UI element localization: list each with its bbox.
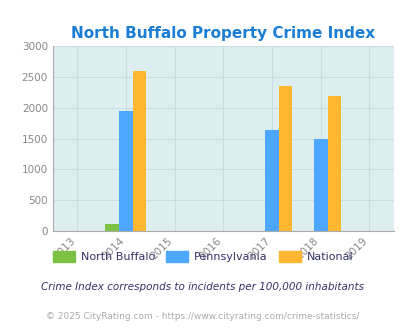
Bar xyxy=(264,130,278,231)
Title: North Buffalo Property Crime Index: North Buffalo Property Crime Index xyxy=(71,26,375,41)
Bar xyxy=(278,85,292,231)
Bar xyxy=(132,71,146,231)
Text: Crime Index corresponds to incidents per 100,000 inhabitants: Crime Index corresponds to incidents per… xyxy=(41,282,364,292)
Legend: North Buffalo, Pennsylvania, National: North Buffalo, Pennsylvania, National xyxy=(49,247,356,266)
Bar xyxy=(313,139,327,231)
Bar xyxy=(119,111,132,231)
Bar xyxy=(105,224,119,231)
Text: © 2025 CityRating.com - https://www.cityrating.com/crime-statistics/: © 2025 CityRating.com - https://www.city… xyxy=(46,312,359,321)
Bar xyxy=(327,96,340,231)
